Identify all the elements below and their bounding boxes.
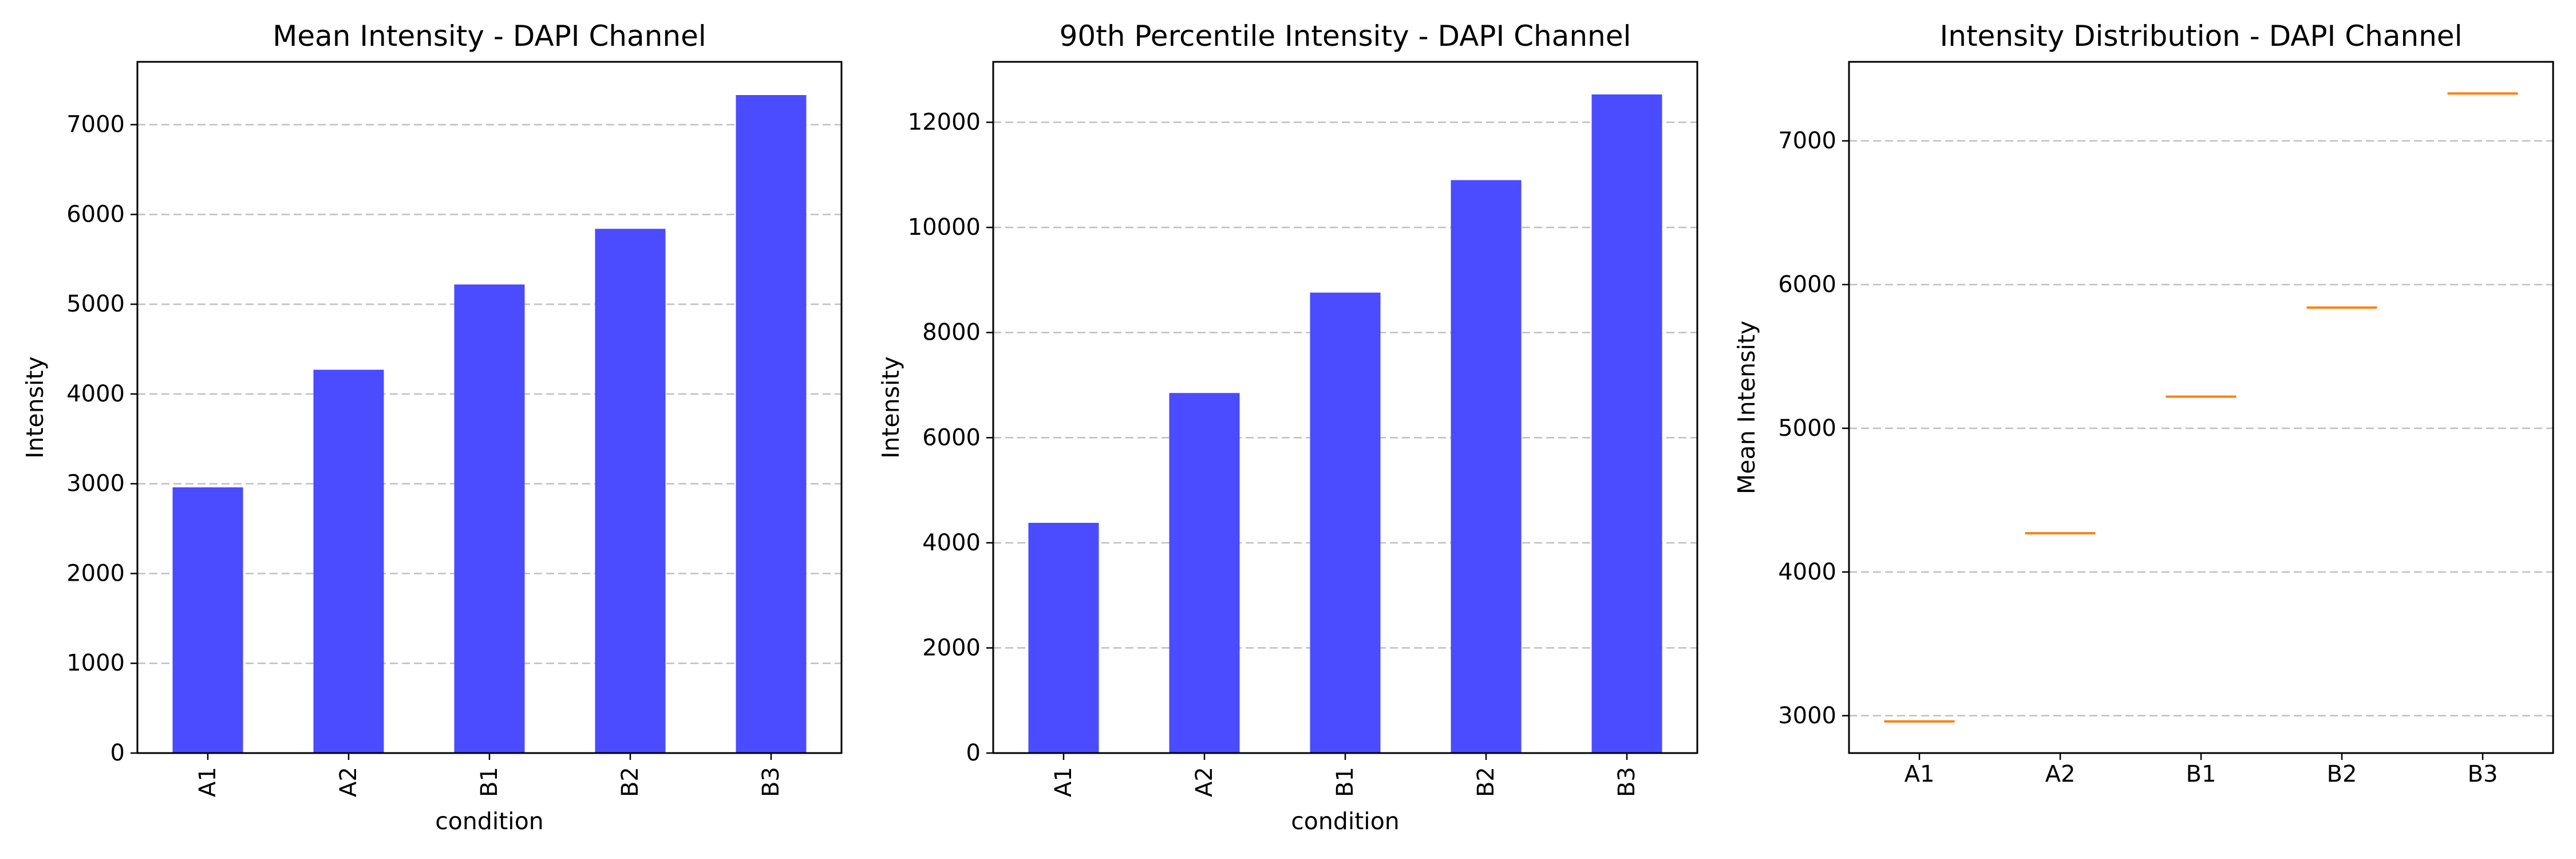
bar — [454, 284, 525, 753]
x-axis-label: condition — [1291, 807, 1400, 835]
x-tick-label: A2 — [1191, 767, 1218, 797]
chart-title: Mean Intensity - DAPI Channel — [272, 19, 706, 53]
bar — [172, 487, 243, 753]
x-tick-label: B2 — [1473, 767, 1499, 797]
y-tick-label: 4000 — [922, 530, 981, 556]
x-tick-label: B3 — [1614, 767, 1640, 797]
y-axis-label: Intensity — [877, 356, 904, 458]
y-tick-label: 3000 — [66, 471, 125, 497]
axes-frame — [992, 61, 1698, 754]
y-tick-label: 4000 — [1778, 559, 1836, 585]
x-tick-label: A2 — [335, 767, 362, 797]
x-tick-label: A1 — [1905, 761, 1935, 787]
y-tick-label: 6000 — [922, 424, 981, 451]
chart-title: Intensity Distribution - DAPI Channel — [1940, 19, 2463, 53]
bar — [1310, 292, 1381, 753]
x-tick-label: B1 — [476, 767, 503, 797]
bar — [736, 94, 807, 754]
y-axis-label: Intensity — [21, 356, 49, 458]
x-tick-label: B2 — [617, 767, 643, 797]
chart-title: 90th Percentile Intensity - DAPI Channel — [1060, 19, 1631, 53]
x-tick-label: A1 — [1050, 767, 1077, 797]
y-tick-label: 0 — [110, 740, 125, 766]
y-tick-label: 12000 — [908, 109, 981, 136]
x-tick-label: A1 — [195, 767, 221, 797]
chart-1: 0 1000 2000 3000 4000 5000 6000 7000 A1 A2 B1 B2 B3 M… — [21, 19, 843, 835]
x-tick-label: B3 — [2468, 761, 2498, 787]
bar — [595, 228, 666, 753]
x-tick-label: B1 — [2186, 761, 2217, 787]
axes-frame — [136, 61, 843, 754]
y-axis-label: Mean Intensity — [1733, 321, 1760, 494]
y-tick-label: 10000 — [908, 214, 981, 241]
y-tick-label: 2000 — [66, 560, 125, 586]
x-tick-label: B3 — [758, 767, 784, 797]
y-tick-label: 6000 — [1778, 271, 1836, 298]
y-tick-label: 7000 — [66, 112, 125, 138]
y-tick-label: 1000 — [66, 650, 125, 676]
y-tick-label: 7000 — [1778, 128, 1836, 154]
bar — [1591, 94, 1662, 754]
bar — [1028, 522, 1099, 753]
x-tick-label: B2 — [2327, 761, 2357, 787]
y-tick-label: 5000 — [1778, 415, 1836, 442]
x-axis-label: condition — [435, 807, 544, 835]
y-tick-label: 0 — [966, 740, 981, 766]
chart-3: 3000 4000 5000 6000 7000 A1 A2 B1 B2 B3 Intensity … — [1733, 19, 2554, 787]
bar — [313, 369, 384, 753]
y-tick-label: 5000 — [66, 291, 125, 317]
axes-frame — [1848, 61, 2554, 754]
x-tick-label: B1 — [1332, 767, 1358, 797]
chart-2: 0 2000 4000 6000 8000 10000 12000 A1 A2 B1 B2 B3 90t… — [877, 19, 1698, 835]
x-tick-label: A2 — [2045, 761, 2076, 787]
y-tick-label: 2000 — [922, 635, 981, 661]
bar — [1169, 393, 1240, 753]
y-tick-label: 6000 — [66, 201, 125, 227]
y-tick-label: 4000 — [66, 381, 125, 407]
bar — [1451, 180, 1522, 754]
y-tick-label: 8000 — [922, 320, 981, 346]
y-tick-label: 3000 — [1778, 703, 1836, 729]
